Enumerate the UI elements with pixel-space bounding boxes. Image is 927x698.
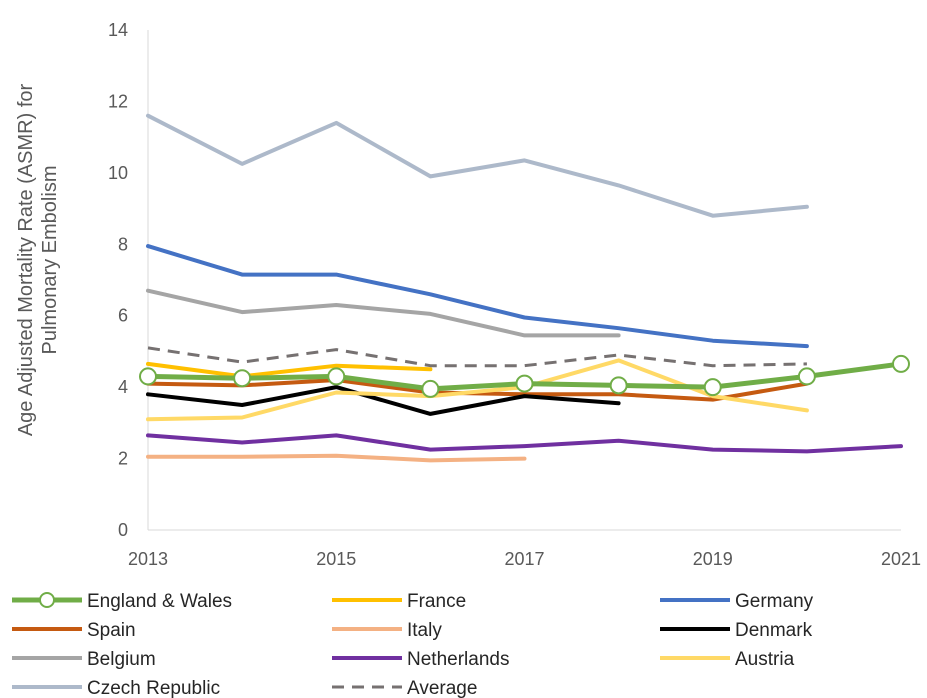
legend-label: Germany xyxy=(735,591,814,612)
data-point-england-and-wales xyxy=(139,367,157,386)
y-tick-label: 10 xyxy=(108,163,128,183)
legend-item-spain: Spain xyxy=(12,620,136,641)
data-point-england-and-wales xyxy=(515,374,534,393)
y-axis-title-line: Age Adjusted Mortality Rate (ASMR) for xyxy=(15,83,37,436)
legend-label: England & Wales xyxy=(87,591,232,612)
legend-label: Netherlands xyxy=(407,649,509,670)
legend-item-denmark: Denmark xyxy=(660,620,813,641)
y-axis-title-line: Pulmonary Embolism xyxy=(39,166,61,355)
x-tick-label: 2015 xyxy=(316,549,356,569)
y-tick-labels: 0 2 4 6 8 10 12 14 xyxy=(108,20,128,540)
data-point-england-and-wales xyxy=(797,367,816,386)
series-czech-republic xyxy=(146,113,809,218)
series-netherlands xyxy=(146,433,903,454)
data-point-england-and-wales xyxy=(327,367,346,386)
x-tick-label: 2019 xyxy=(693,549,733,569)
series-denmark xyxy=(146,385,621,416)
series-line-netherlands xyxy=(146,433,903,454)
series-france xyxy=(146,361,433,379)
legend-item-england-and-wales: England & Wales xyxy=(12,591,232,612)
x-tick-label: 2021 xyxy=(881,549,921,569)
y-tick-label: 0 xyxy=(118,520,128,540)
legend-label: Spain xyxy=(87,620,136,641)
series-belgium xyxy=(146,288,621,338)
x-tick-label: 2017 xyxy=(504,549,544,569)
series-line-denmark xyxy=(146,385,621,416)
legend: England & Wales France Germany Spain Italy De… xyxy=(12,591,814,698)
x-tick-labels: 2013 2015 2017 2019 2021 xyxy=(128,549,921,569)
x-tick-label: 2013 xyxy=(128,549,168,569)
data-point-england-and-wales xyxy=(421,379,440,398)
legend-label: Average xyxy=(407,678,477,698)
legend-label: Belgium xyxy=(87,649,156,670)
series-line-belgium xyxy=(146,288,621,338)
series-austria xyxy=(146,358,809,422)
y-tick-label: 2 xyxy=(118,449,128,469)
legend-item-germany: Germany xyxy=(660,591,814,612)
series-line-czech-republic xyxy=(146,113,809,218)
series-line-france xyxy=(146,361,433,379)
y-tick-label: 4 xyxy=(118,377,128,397)
legend-marker xyxy=(39,592,55,608)
series-england-and-wales xyxy=(139,354,910,398)
legend-item-italy: Italy xyxy=(332,620,442,641)
y-tick-label: 8 xyxy=(118,234,128,254)
series-line-average xyxy=(147,346,807,368)
y-tick-label: 14 xyxy=(108,20,128,40)
data-point-england-and-wales xyxy=(703,378,722,397)
legend-item-belgium: Belgium xyxy=(12,649,156,670)
series-italy xyxy=(146,453,527,463)
y-tick-label: 12 xyxy=(108,91,128,111)
series-average xyxy=(147,346,807,368)
legend-label: Austria xyxy=(735,649,795,670)
legend-item-czech-republic: Czech Republic xyxy=(12,678,220,698)
data-point-england-and-wales xyxy=(892,354,910,373)
legend-item-average: Average xyxy=(332,678,477,698)
series-layer xyxy=(139,113,910,463)
series-line-austria xyxy=(146,358,809,422)
legend-item-netherlands: Netherlands xyxy=(332,649,509,670)
y-axis-title: Age Adjusted Mortality Rate (ASMR) for Pu… xyxy=(15,83,61,436)
series-germany xyxy=(146,244,809,349)
data-point-england-and-wales xyxy=(233,369,252,388)
y-tick-label: 6 xyxy=(118,306,128,326)
legend-label: France xyxy=(407,591,466,612)
legend-label: Italy xyxy=(407,620,442,641)
legend-label: Denmark xyxy=(735,620,813,641)
series-line-italy xyxy=(146,453,527,463)
series-line-germany xyxy=(146,244,809,349)
data-point-england-and-wales xyxy=(609,376,628,395)
legend-label: Czech Republic xyxy=(87,678,220,698)
legend-item-france: France xyxy=(332,591,466,612)
legend-item-austria: Austria xyxy=(660,649,795,670)
